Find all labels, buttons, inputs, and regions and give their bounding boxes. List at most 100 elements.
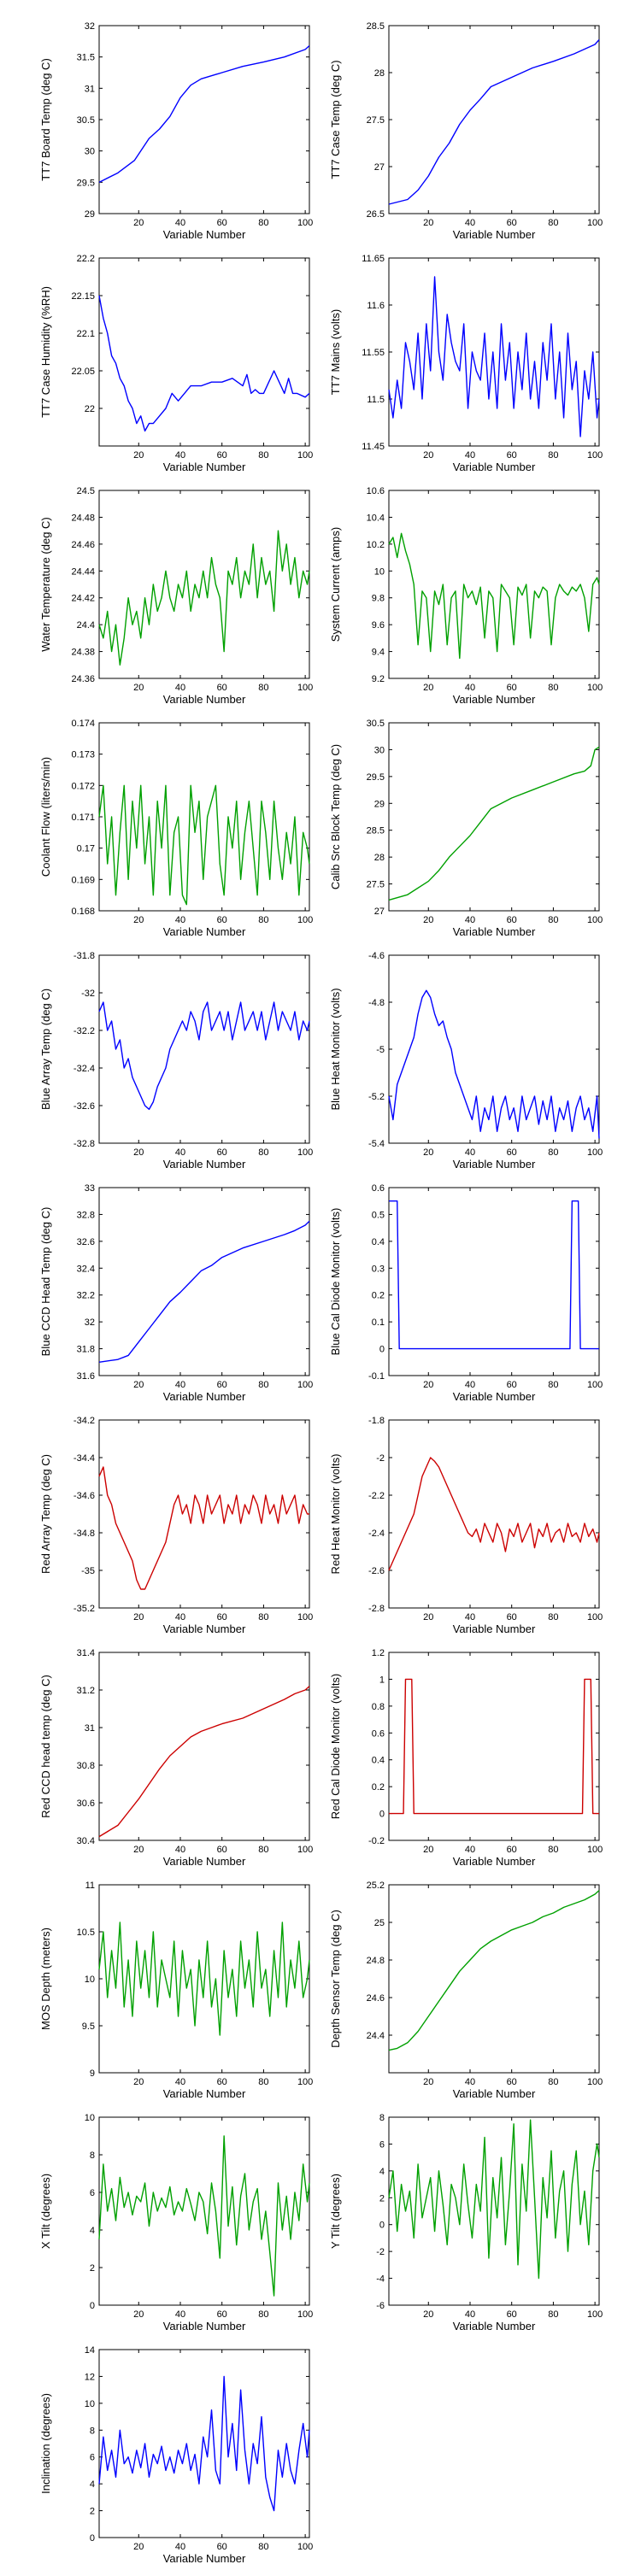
x-axis-label: Variable Number xyxy=(163,2552,246,2565)
series-line-blue-heat-monitor xyxy=(388,989,600,1139)
chart-svg-tt7-mains: 11.45 11.5 11.55 11.6 11.65 20 40 60 80 100 Variab… xyxy=(329,254,603,473)
y-tick-label: -32.4 xyxy=(74,1064,95,1074)
y-axis-label: Y Tilt (degrees) xyxy=(329,2174,342,2249)
plot-frame xyxy=(98,257,310,447)
chart-panel-tt7-mains: 11.45 11.5 11.55 11.6 11.65 20 40 60 80 100 Variab… xyxy=(295,249,616,480)
x-tick-label: 100 xyxy=(587,683,603,693)
y-axis-label: Blue Array Temp (deg C) xyxy=(39,989,52,1110)
y-tick-label: 1 xyxy=(379,1675,385,1685)
y-tick-label: 30 xyxy=(374,745,385,755)
y-tick-label: 24.4 xyxy=(77,620,95,631)
y-tick-label: 32.2 xyxy=(77,1291,95,1301)
x-axis-label: Variable Number xyxy=(163,228,246,241)
x-tick-label: 100 xyxy=(297,450,313,461)
series-line-water-temperature xyxy=(98,530,310,666)
y-tick-label: 24.38 xyxy=(71,648,95,658)
plot-frame xyxy=(98,1187,310,1376)
chart-svg-red-cal-diode-monitor: -0.2 0 0.2 0.4 0.6 0.8 1 1.2 20 40 60 80 100 Variable… xyxy=(329,1648,603,1868)
y-tick-label: 33 xyxy=(85,1183,95,1194)
x-tick-label: 40 xyxy=(465,1147,475,1158)
y-tick-label: 2 xyxy=(90,2263,95,2274)
x-tick-label: 100 xyxy=(297,2077,313,2087)
y-tick-label: 32.6 xyxy=(77,1237,95,1247)
y-tick-label: -2.4 xyxy=(368,1529,385,1539)
x-tick-label: 40 xyxy=(175,1845,185,1855)
y-tick-label: 25 xyxy=(374,1918,385,1928)
plot-frame xyxy=(388,954,600,1144)
y-axis-label: Blue Heat Monitor (volts) xyxy=(329,988,342,1110)
y-tick-label: 10 xyxy=(85,1975,95,1985)
series-line-x-tilt xyxy=(98,2135,310,2297)
y-tick-label: 9.4 xyxy=(372,648,385,658)
y-tick-label: 27 xyxy=(374,907,385,917)
x-tick-label: 80 xyxy=(258,915,268,925)
plot-frame xyxy=(388,1419,600,1609)
y-tick-label: 31 xyxy=(85,1723,95,1734)
chart-svg-calib-src-block-temp: 27 27.5 28 28.5 29 29.5 30 30.5 20 40 60 80 100 Varia… xyxy=(329,719,603,938)
x-tick-label: 40 xyxy=(465,915,475,925)
x-tick-label: 80 xyxy=(258,1380,268,1390)
chart-svg-tt7-case-temp: 26.5 27 27.5 28 28.5 20 40 60 80 100 Variable Numb… xyxy=(329,21,603,241)
chart-svg-inclination: 0 2 4 6 8 10 12 14 20 40 60 80 100 Variable Number Inc… xyxy=(39,2345,313,2565)
chart-svg-blue-cal-diode-monitor: -0.1 0 0.1 0.2 0.3 0.4 0.5 0.6 20 40 60 80 100 Variab… xyxy=(329,1183,603,1403)
x-tick-label: 100 xyxy=(587,218,603,228)
x-axis-label: Variable Number xyxy=(453,1622,536,1635)
y-tick-label: 11.55 xyxy=(362,348,385,358)
chart-svg-tt7-case-humidity: 22 22.05 22.1 22.15 22.2 20 40 60 80 100 Variable … xyxy=(39,254,313,473)
x-tick-label: 40 xyxy=(465,1845,475,1855)
y-tick-label: 10 xyxy=(374,566,385,577)
chart-panel-red-ccd-head-temp: 30.4 30.6 30.8 31 31.2 31.4 20 40 60 80 100 Variabl… xyxy=(5,1644,326,1875)
y-tick-label: 14 xyxy=(85,2345,95,2356)
x-tick-label: 20 xyxy=(133,2077,144,2087)
x-tick-label: 100 xyxy=(587,1380,603,1390)
series-line-tt7-mains xyxy=(388,276,600,437)
x-tick-label: 80 xyxy=(548,1147,558,1158)
y-tick-label: 30.5 xyxy=(77,115,95,126)
chart-panel-water-temperature: 24.36 24.38 24.4 24.42 24.44 24.46 24.48 24.5 20… xyxy=(5,482,326,713)
y-tick-label: 27 xyxy=(374,162,385,173)
chart-panel-tt7-board-temp: 29 29.5 30 30.5 31 31.5 32 20 40 60 80 100 Variable … xyxy=(5,17,326,248)
y-axis-label: Coolant Flow (liters/min) xyxy=(39,757,52,877)
x-tick-label: 40 xyxy=(175,1147,185,1158)
y-tick-label: 8 xyxy=(379,2113,385,2123)
y-tick-label: 31.5 xyxy=(77,53,95,63)
x-tick-label: 60 xyxy=(217,450,227,461)
y-axis-label: X Tilt (degrees) xyxy=(39,2174,52,2249)
series-line-red-cal-diode-monitor xyxy=(389,1678,599,1815)
x-axis-label: Variable Number xyxy=(453,693,536,706)
chart-svg-tt7-board-temp: 29 29.5 30 30.5 31 31.5 32 20 40 60 80 100 Variable … xyxy=(39,21,313,241)
x-tick-label: 80 xyxy=(258,1612,268,1622)
series-line-red-array-temp xyxy=(98,1466,309,1590)
series-line-red-heat-monitor xyxy=(388,1457,600,1571)
y-tick-label: 8 xyxy=(90,2151,95,2161)
x-axis-label: Variable Number xyxy=(453,1855,536,1868)
x-tick-label: 20 xyxy=(423,915,433,925)
series-line-tt7-board-temp xyxy=(98,44,310,183)
chart-svg-red-array-temp: -35.2 -35 -34.8 -34.6 -34.4 -34.2 20 40 60 80 100 V… xyxy=(39,1416,313,1635)
y-axis-label: Water Temperature (deg C) xyxy=(39,517,52,652)
x-tick-label: 40 xyxy=(175,2542,185,2552)
y-tick-label: 0 xyxy=(90,2301,95,2311)
y-tick-label: 30 xyxy=(85,147,95,157)
x-tick-label: 60 xyxy=(507,915,517,925)
y-tick-label: 24.5 xyxy=(77,486,95,496)
y-tick-label: 0.17 xyxy=(77,844,95,854)
x-tick-label: 20 xyxy=(423,683,433,693)
x-tick-label: 20 xyxy=(423,450,433,461)
y-tick-label: -6 xyxy=(376,2301,385,2311)
chart-svg-red-ccd-head-temp: 30.4 30.6 30.8 31 31.2 31.4 20 40 60 80 100 Variabl… xyxy=(39,1648,313,1868)
chart-panel-blue-ccd-head-temp: 31.6 31.8 32 32.2 32.4 32.6 32.8 33 20 40 60 80 100 V… xyxy=(5,1179,326,1410)
x-tick-label: 60 xyxy=(217,915,227,925)
x-tick-label: 100 xyxy=(587,915,603,925)
chart-svg-mos-depth: 9 9.5 10 10.5 11 20 40 60 80 100 Variable Number MO… xyxy=(39,1881,313,2100)
y-tick-label: 0.2 xyxy=(372,1782,385,1793)
series-line-calib-src-block-temp xyxy=(388,746,600,901)
x-tick-label: 60 xyxy=(507,683,517,693)
y-tick-label: 24.48 xyxy=(71,513,95,523)
y-tick-label: 24.6 xyxy=(367,1993,385,2004)
x-tick-label: 60 xyxy=(507,450,517,461)
x-tick-label: 20 xyxy=(423,218,433,228)
x-axis-label: Variable Number xyxy=(453,228,536,241)
x-tick-label: 60 xyxy=(217,1147,227,1158)
y-tick-label: 31.8 xyxy=(77,1345,95,1355)
